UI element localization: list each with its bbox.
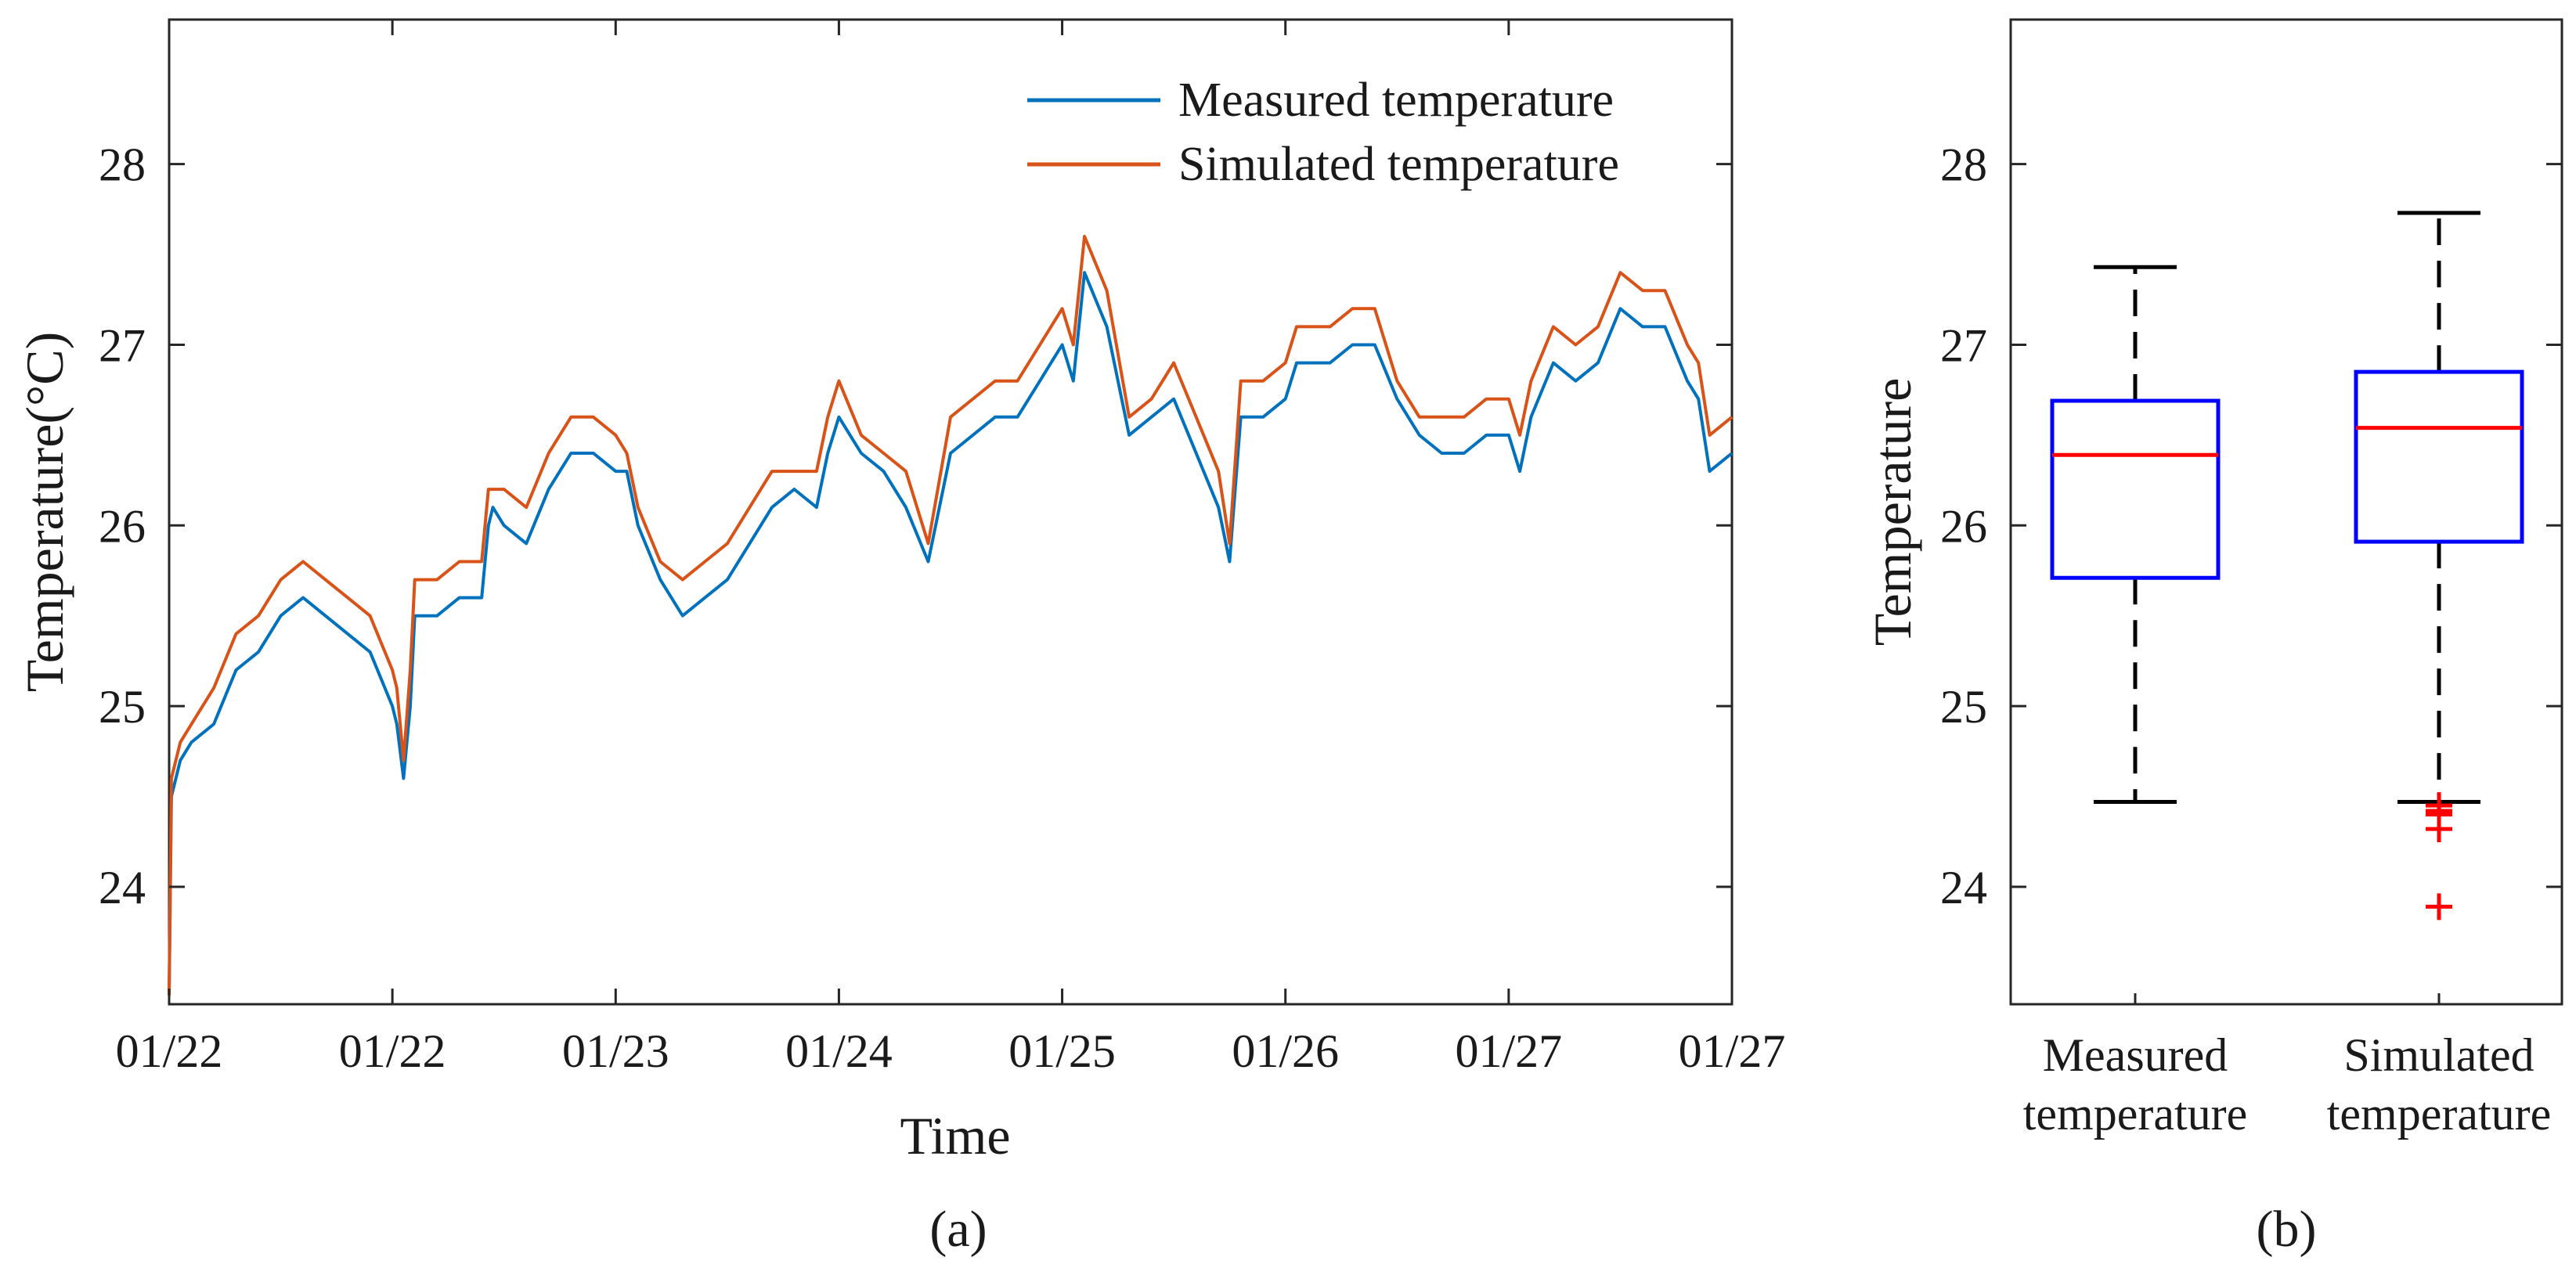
panel-a-line-chart: 24 25 26 27 28 01/22 01/22 01/23 01/24 01/25 01/26… (15, 18, 1785, 1258)
panel-b-plot-frame (2009, 18, 2563, 1006)
box-measured (2050, 398, 2221, 580)
x-tick-label: 01/24 (785, 1025, 893, 1077)
x-tick-label: 01/26 (1232, 1025, 1339, 1077)
x-tick-label: 01/25 (1008, 1025, 1116, 1077)
panel-a-plot-frame (168, 18, 1734, 1006)
legend-label-simulated: Simulated temperature (1178, 138, 1619, 191)
panel-b-box-plot: 24 25 26 27 28 Temperature Measured temperat… (1863, 18, 2563, 1258)
box-simulated (2354, 369, 2524, 544)
b-category-label-measured-line1: Measured (2043, 1029, 2228, 1081)
b-y-tick-label: 25 (1940, 681, 1987, 733)
panel-a-series-group (168, 235, 1734, 996)
outlier-marker (2426, 816, 2452, 843)
panel-a-label: (a) (929, 1201, 987, 1258)
y-tick-label: 24 (99, 862, 146, 913)
y-tick-label: 25 (99, 681, 146, 733)
x-tick-label: 01/23 (562, 1025, 669, 1077)
panel-b-label: (b) (2257, 1201, 2317, 1258)
b-category-label-simulated-line2: temperature (2327, 1088, 2552, 1140)
b-y-tick-label: 27 (1940, 319, 1987, 371)
b-y-tick-label: 24 (1940, 862, 1987, 913)
b-y-tick-label: 26 (1940, 500, 1987, 552)
b-y-tick-label: 28 (1940, 139, 1987, 191)
legend: Measured temperature Simulated temperatu… (1027, 74, 1619, 191)
x-tick-label: 01/27 (1456, 1025, 1563, 1077)
x-tick-label: 01/27 (1679, 1025, 1786, 1077)
panel-a-axes-ticks: 24 25 26 27 28 01/22 01/22 01/23 01/24 01/25 01/26… (99, 20, 1785, 1077)
y-tick-label: 28 (99, 139, 146, 191)
legend-label-measured: Measured temperature (1178, 74, 1614, 127)
x-tick-label: 01/22 (116, 1025, 223, 1077)
y-tick-label: 27 (99, 319, 146, 371)
outlier-marker (2426, 893, 2452, 920)
y-axis-label: Temperature(°C) (15, 332, 74, 692)
b-y-axis-label: Temperature (1863, 378, 1922, 647)
b-category-label-simulated-line1: Simulated (2343, 1029, 2534, 1081)
x-axis-label: Time (900, 1106, 1010, 1165)
panel-b-boxes-group (2050, 211, 2524, 920)
b-category-label-measured-line2: temperature (2023, 1088, 2248, 1140)
series-line-simulated (168, 235, 1734, 996)
series-line-measured (168, 271, 1734, 996)
x-tick-label: 01/22 (339, 1025, 446, 1077)
y-tick-label: 26 (99, 500, 146, 552)
panel-b-axes-ticks: 24 25 26 27 28 (1940, 139, 2562, 1004)
